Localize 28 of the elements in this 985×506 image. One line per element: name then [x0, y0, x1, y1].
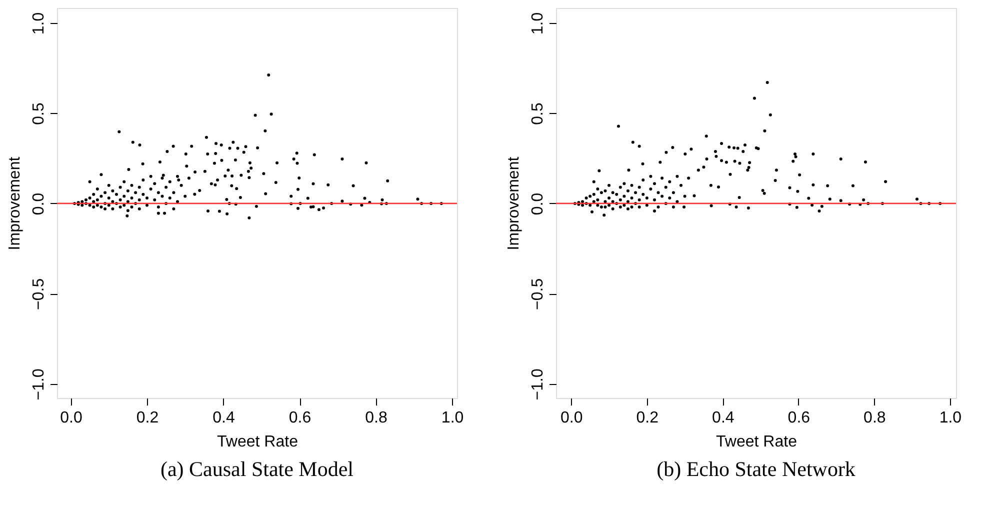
x-tick-label: 0.8 — [864, 410, 886, 426]
y-tick-label: −0.5 — [30, 278, 48, 310]
x-tick-label: 0.4 — [712, 410, 734, 426]
y-tick-label: −1.0 — [530, 368, 546, 400]
x-tick-label: 0.0 — [560, 410, 583, 426]
x-axis-title: Tweet Rate — [217, 434, 298, 450]
x-tick-label: 1.0 — [939, 410, 962, 426]
x-tick-label: 0.4 — [212, 410, 235, 426]
y-tick-label: 0.5 — [530, 102, 546, 125]
x-tick-label: 0.2 — [136, 410, 159, 426]
y-tick-label: 0.0 — [530, 192, 546, 216]
y-axis-title: Improvement — [6, 156, 24, 250]
y-tick-label: 0.0 — [30, 192, 48, 216]
x-tick-label: 0.6 — [788, 410, 810, 426]
text: (a) Causal State Model — [160, 457, 354, 481]
x-tick-label: 1.0 — [441, 410, 464, 426]
x-tick-label: 0.0 — [60, 410, 82, 426]
text: (b) Echo State Network — [656, 457, 856, 481]
y-tick-label: 1.0 — [530, 12, 546, 35]
y-tick-label: 1.0 — [30, 12, 48, 35]
y-tick-label: −0.5 — [530, 278, 546, 310]
y-tick-label: 0.5 — [30, 102, 48, 125]
y-tick-label: −1.0 — [30, 368, 48, 400]
y-axis-title: Improvement — [506, 156, 522, 250]
x-tick-label: 0.8 — [365, 410, 388, 426]
x-tick-label: 0.6 — [288, 410, 312, 426]
x-axis-title: Tweet Rate — [716, 434, 798, 450]
x-tick-label: 0.2 — [636, 410, 659, 426]
